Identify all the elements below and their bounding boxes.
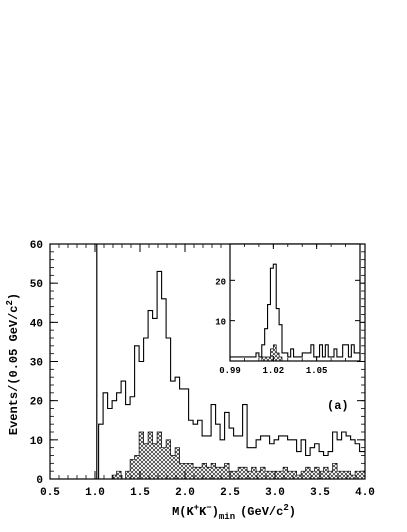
x-axis-title-main: M(K — [172, 505, 194, 519]
y-axis-title-sup: 2 — [5, 300, 15, 305]
main-y-tick-label: 10 — [30, 436, 43, 448]
x-axis-title-unit: (GeV/c — [240, 505, 283, 519]
main-x-tick-label: 4.0 — [355, 487, 375, 499]
inset-plot: 0.99 1.02 1.05 10 20 — [215, 243, 361, 376]
inset-open-histogram — [230, 263, 360, 361]
inset-y-tick-label: 20 — [215, 277, 226, 287]
x-axis-title-k2: K — [199, 505, 207, 519]
x-axis-title-unit-sup: 2 — [283, 503, 288, 513]
inset-x-tick-label: 0.99 — [219, 366, 241, 376]
main-x-tick-label: 1.5 — [130, 487, 150, 499]
inset-x-tick-label: 1.05 — [306, 366, 328, 376]
y-axis-title-main: Events/(0.05 GeV/c — [7, 305, 21, 435]
main-y-tick-label: 60 — [30, 240, 43, 252]
main-plot-area — [94, 270, 365, 479]
x-axis-title: M(K+K−)min (GeV/c2) — [172, 503, 296, 522]
main-open-histogram — [94, 270, 365, 479]
inset-y-tick-label: 10 — [215, 318, 226, 328]
inset-plot-area — [230, 263, 360, 361]
x-axis-title-sup1: + — [194, 503, 199, 513]
inset-frame — [229, 243, 361, 362]
main-y-tick-label: 40 — [30, 318, 43, 330]
main-x-tick-label: 0.5 — [40, 487, 60, 499]
main-x-tick-label: 3.0 — [265, 487, 285, 499]
main-hatched-histogram — [94, 431, 365, 479]
x-axis-title-sup2: − — [206, 503, 211, 513]
inset-background — [230, 244, 360, 361]
main-y-tick-label: 20 — [30, 397, 43, 409]
main-y-tick-label: 0 — [36, 475, 43, 487]
y-axis-title: Events/(0.05 GeV/c2) — [5, 293, 21, 435]
main-plot: 0.5 1.0 1.5 2.0 2.5 3.0 3.5 4.0 0 10 20 30 40 50 60 — [30, 240, 375, 499]
main-x-tick-label: 2.5 — [220, 487, 240, 499]
main-x-tick-label: 1.0 — [85, 487, 105, 499]
y-axis-title-close: ) — [7, 293, 21, 300]
main-y-tick-label: 30 — [30, 358, 43, 370]
panel-label: (a) — [327, 399, 349, 413]
x-axis-title-sub: min — [219, 512, 235, 522]
main-y-tick-label: 50 — [30, 279, 43, 291]
x-axis-title-close: ) — [212, 505, 219, 519]
main-x-tick-label: 2.0 — [175, 487, 195, 499]
x-axis-title-unit-close: ) — [289, 505, 296, 519]
main-x-tick-label: 3.5 — [310, 487, 330, 499]
inset-x-tick-label: 1.02 — [263, 366, 285, 376]
